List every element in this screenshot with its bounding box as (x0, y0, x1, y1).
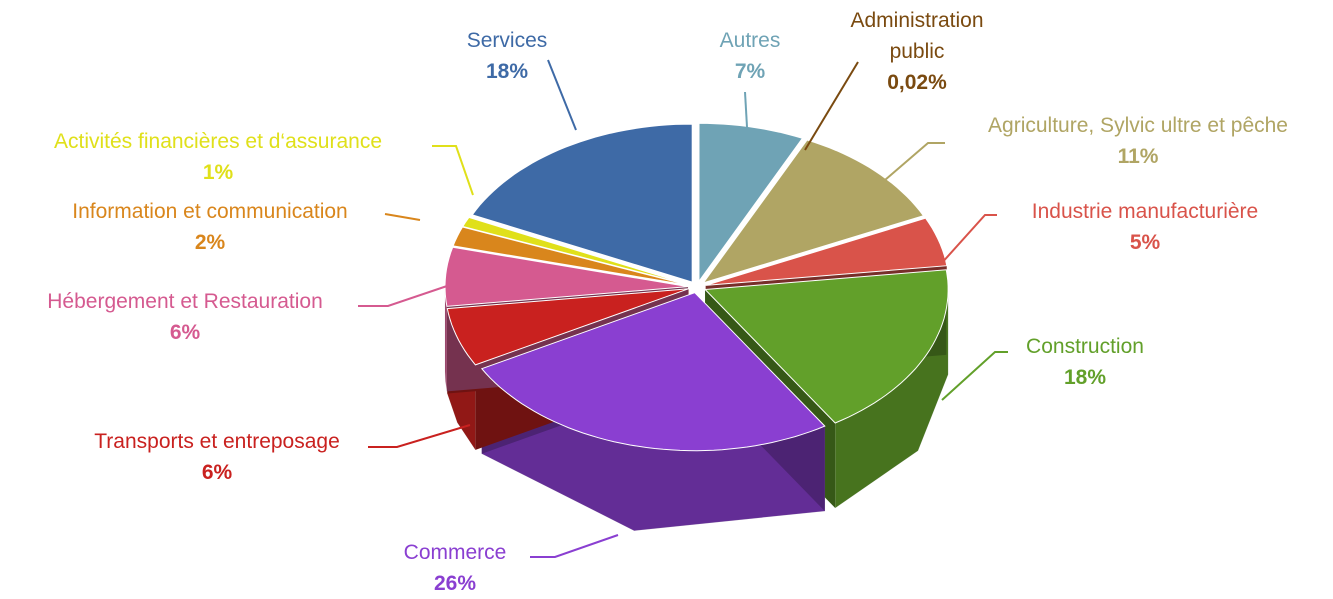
value-label: 11% (1117, 145, 1159, 168)
value-label: 6% (169, 321, 201, 344)
leader-line (358, 284, 451, 307)
category-label: Agriculture, Sylvic ultre et pêche (988, 114, 1288, 137)
category-label: Construction (1026, 335, 1144, 358)
leader-line (432, 145, 474, 196)
slice-label: Autres 7% (690, 25, 810, 87)
category-label: Administration public (850, 9, 984, 63)
slice-label: Transports et entreposage 6% (57, 426, 377, 488)
category-label: Autres (719, 29, 781, 52)
slice-label: Commerce 26% (355, 537, 555, 599)
leader-line (368, 424, 471, 448)
slice (705, 217, 948, 286)
slice (444, 246, 689, 307)
value-label: 18% (1063, 366, 1107, 389)
slice-label: Administration public 0,02% (837, 5, 997, 98)
value-label: 6% (201, 461, 233, 484)
value-label: 2% (194, 231, 226, 254)
slice (452, 226, 689, 286)
leader-line (744, 91, 748, 128)
leader-line (941, 351, 1008, 401)
value-label: 18% (485, 60, 529, 83)
leader-line (384, 213, 421, 221)
slice-label: Agriculture, Sylvic ultre et pêche 11% (928, 110, 1333, 172)
leader-line (547, 59, 577, 131)
slice (702, 139, 925, 284)
leader-line (530, 534, 619, 558)
category-label: Services (466, 29, 548, 52)
value-label: 7% (734, 60, 766, 83)
slice (471, 123, 693, 283)
slice (704, 269, 949, 424)
category-label: Hébergement et Restauration (47, 290, 323, 313)
value-label: 26% (433, 572, 477, 595)
leader-line (939, 214, 997, 266)
value-label: 5% (1129, 231, 1161, 254)
slice-label: Information et communication 2% (30, 196, 390, 258)
slice (446, 288, 689, 366)
slice-label: Services 18% (447, 25, 567, 87)
value-label: 0,02% (887, 71, 947, 94)
slice (700, 137, 806, 283)
category-label: Industrie manufacturière (1031, 200, 1259, 223)
category-label: Information et communication (72, 200, 348, 223)
leader-line (884, 142, 945, 181)
slice-label: Activités financières et d‘assurance 1% (0, 126, 438, 188)
slice (480, 292, 826, 452)
value-label: 1% (202, 161, 234, 184)
slice (462, 216, 689, 286)
slice-label: Industrie manufacturière 5% (985, 196, 1305, 258)
slice-tops (444, 122, 949, 452)
category-label: Activités financières et d‘assurance (54, 130, 382, 153)
slice (698, 122, 804, 283)
category-label: Transports et entreposage (94, 430, 340, 453)
slice-label: Hébergement et Restauration 6% (5, 286, 365, 348)
leader-line (804, 61, 859, 151)
category-label: Commerce (403, 541, 507, 564)
slice-label: Construction 18% (985, 331, 1185, 393)
